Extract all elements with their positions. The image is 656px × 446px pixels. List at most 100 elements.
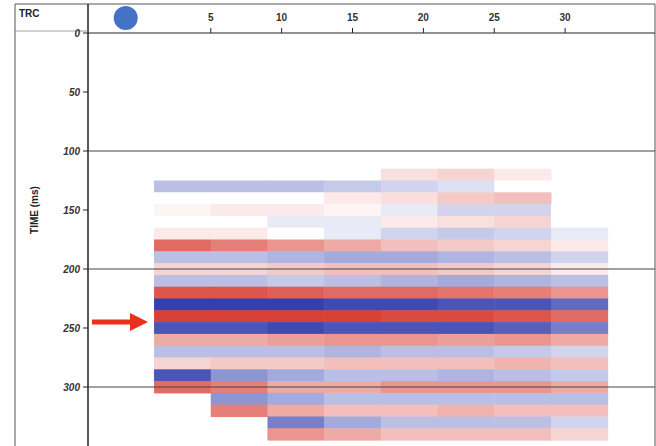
cell xyxy=(324,228,381,240)
grid-line xyxy=(88,387,655,388)
cell xyxy=(551,428,608,440)
cell xyxy=(551,358,608,370)
y-tick xyxy=(83,387,88,388)
cell xyxy=(154,334,211,346)
cell xyxy=(211,358,268,370)
cell xyxy=(267,299,324,311)
cell xyxy=(438,240,495,252)
cell xyxy=(494,346,551,358)
cell xyxy=(494,405,551,417)
cell xyxy=(438,428,495,440)
grid-line xyxy=(88,269,655,270)
cell xyxy=(551,251,608,263)
cell xyxy=(154,192,211,204)
cell xyxy=(324,322,381,334)
cell xyxy=(324,169,381,181)
y-tick-label: 150 xyxy=(63,205,80,216)
cell xyxy=(381,334,438,346)
cell xyxy=(494,358,551,370)
cell xyxy=(381,358,438,370)
cell xyxy=(438,192,495,204)
cell xyxy=(438,275,495,287)
y-tick-label: 50 xyxy=(69,87,81,98)
cell xyxy=(551,322,608,334)
cell xyxy=(211,240,268,252)
cell xyxy=(267,393,324,405)
x-tick-label: 20 xyxy=(418,12,430,23)
cell xyxy=(267,240,324,252)
cell xyxy=(381,393,438,405)
cell xyxy=(324,181,381,193)
cell xyxy=(494,181,551,193)
x-tick xyxy=(281,28,282,33)
cell xyxy=(438,393,495,405)
cell xyxy=(551,393,608,405)
cell xyxy=(438,310,495,322)
cell xyxy=(154,251,211,263)
cell xyxy=(551,204,608,216)
arrow-head xyxy=(130,313,148,331)
cell xyxy=(267,310,324,322)
cell xyxy=(267,169,324,181)
cell xyxy=(494,428,551,440)
y-tick-label: 200 xyxy=(62,264,80,275)
x-axis-title: TRC xyxy=(19,8,40,19)
cell xyxy=(438,369,495,381)
cell xyxy=(267,346,324,358)
x-tick-label: 30 xyxy=(560,12,572,23)
cell xyxy=(438,204,495,216)
cell xyxy=(381,369,438,381)
cell xyxy=(494,216,551,228)
cell xyxy=(494,334,551,346)
cell xyxy=(494,204,551,216)
y-axis-title: TIME (ms) xyxy=(29,186,40,234)
cell xyxy=(324,346,381,358)
x-tick-label: 5 xyxy=(208,12,214,23)
cell xyxy=(494,228,551,240)
cell xyxy=(154,216,211,228)
y-tick xyxy=(83,210,88,211)
cell xyxy=(438,322,495,334)
cell xyxy=(381,275,438,287)
cell xyxy=(211,310,268,322)
cell xyxy=(381,322,438,334)
cell xyxy=(494,240,551,252)
cell xyxy=(381,181,438,193)
cell xyxy=(267,275,324,287)
cell xyxy=(211,346,268,358)
cell xyxy=(494,393,551,405)
circle-marker xyxy=(114,6,138,30)
cell xyxy=(551,216,608,228)
cell xyxy=(381,428,438,440)
cell xyxy=(324,334,381,346)
cell xyxy=(154,204,211,216)
cell xyxy=(154,275,211,287)
cell xyxy=(381,405,438,417)
cell xyxy=(267,322,324,334)
cell xyxy=(551,334,608,346)
cell xyxy=(211,393,268,405)
cell xyxy=(211,369,268,381)
y-tick xyxy=(83,328,88,329)
cell xyxy=(381,310,438,322)
cell xyxy=(267,216,324,228)
cell xyxy=(551,299,608,311)
chart: 05010015020025030051015202530TRCTIME (ms… xyxy=(0,0,656,446)
cell xyxy=(551,310,608,322)
cell xyxy=(154,346,211,358)
cell xyxy=(494,417,551,429)
cell xyxy=(381,287,438,299)
cell xyxy=(211,322,268,334)
y-tick xyxy=(83,269,88,270)
cell xyxy=(267,204,324,216)
cell xyxy=(551,287,608,299)
y-tick xyxy=(83,151,88,152)
cell xyxy=(324,405,381,417)
cell xyxy=(438,216,495,228)
cell xyxy=(438,334,495,346)
x-tick xyxy=(423,28,424,33)
cell xyxy=(154,310,211,322)
x-tick xyxy=(565,28,566,33)
cell xyxy=(211,228,268,240)
y-tick xyxy=(83,92,88,93)
